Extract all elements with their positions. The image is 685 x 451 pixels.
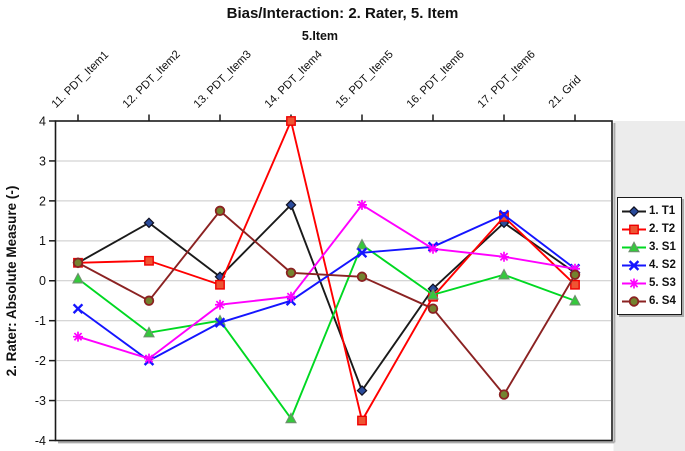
data-point: [629, 278, 639, 288]
legend-item: 3. S1: [621, 238, 676, 256]
chart-title: Bias/Interaction: 2. Rater, 5. Item: [226, 5, 459, 22]
data-point: [143, 295, 155, 306]
data-point: [498, 389, 510, 400]
y-tick-label: -2: [35, 354, 46, 368]
data-point: [628, 259, 640, 271]
data-point: [570, 279, 580, 290]
x-axis-title: 5.Item: [301, 29, 339, 43]
data-point: [570, 263, 580, 274]
y-tick-label: 4: [39, 114, 46, 128]
x-category-label: 13. PDT_Item3: [192, 48, 254, 110]
legend-box: 1. T1 2. T2 3. S1 4. S2 5. S3 6. S4: [617, 197, 682, 315]
plot-shadow: [58, 123, 616, 444]
legend-label: 6. S4: [649, 295, 676, 307]
x-category-label: 21. Grid: [547, 74, 584, 111]
data-point: [498, 209, 510, 221]
data-point: [628, 295, 640, 307]
data-point: [628, 240, 640, 252]
data-point: [357, 199, 367, 210]
data-point: [427, 303, 439, 314]
series-line: [77, 243, 576, 421]
data-point: [629, 224, 639, 234]
series-3-s1: [72, 238, 581, 424]
legend-marker-icon: [622, 205, 646, 217]
legend-label: 1. T1: [649, 205, 676, 217]
data-point: [356, 247, 368, 259]
data-point: [286, 291, 296, 302]
data-point: [72, 272, 84, 284]
series-line: [77, 209, 576, 397]
legend-label: 2. T2: [649, 223, 676, 235]
data-point: [144, 255, 154, 266]
data-point: [214, 205, 226, 217]
legend-item: 1. T1: [621, 202, 676, 220]
series-6-s4: [72, 205, 581, 400]
data-point: [499, 251, 509, 262]
data-point: [143, 326, 155, 338]
y-tick-label: 0: [39, 274, 46, 288]
data-point: [214, 317, 226, 328]
y-tick-label: 3: [39, 154, 46, 168]
legend-marker-icon: [622, 259, 646, 271]
data-point: [427, 288, 439, 300]
legend-label: 5. S3: [649, 277, 676, 289]
data-point: [628, 205, 640, 217]
data-point: [143, 217, 155, 229]
data-point: [215, 279, 225, 290]
legend-label: 3. S1: [649, 241, 676, 253]
data-point: [72, 303, 84, 314]
data-point: [357, 415, 367, 426]
legend-item: 5. S3: [621, 274, 676, 292]
data-point: [72, 257, 84, 268]
data-point: [428, 243, 438, 254]
data-point: [73, 331, 83, 342]
data-point: [285, 412, 297, 424]
series-5-s3: [73, 199, 580, 364]
legend-item: 4. S2: [621, 256, 676, 274]
data-point: [285, 199, 297, 211]
legend-marker-icon: [622, 278, 646, 288]
y-tick-label: -3: [35, 394, 46, 408]
legend-item: 6. S4: [621, 292, 676, 310]
data-point: [569, 294, 581, 306]
data-point: [356, 238, 368, 250]
data-point: [498, 268, 510, 280]
x-category-label: 16. PDT_Item6: [405, 48, 467, 110]
data-point: [569, 269, 581, 280]
y-tick-label: -1: [35, 314, 46, 328]
legend-marker-icon: [622, 224, 646, 234]
series-line: [77, 203, 576, 393]
data-point: [215, 299, 225, 310]
x-category-label: 11. PDT_Item1: [50, 49, 112, 111]
y-tick-label: 2: [39, 194, 46, 208]
series-line: [77, 118, 576, 424]
legend-item: 2. T2: [621, 220, 676, 238]
data-point: [144, 353, 154, 364]
x-category-label: 15. PDT_Item5: [334, 48, 396, 110]
series-line: [77, 213, 576, 362]
legend-marker-icon: [622, 240, 646, 252]
y-tick-label: -4: [35, 434, 46, 448]
legend-marker-icon: [622, 295, 646, 307]
y-tick-label: 1: [39, 234, 46, 248]
legend-label: 4. S2: [649, 259, 676, 271]
series-line: [77, 203, 576, 360]
x-category-label: 12. PDT_Item2: [121, 48, 183, 110]
data-point: [285, 267, 297, 278]
x-category-label: 14. PDT_Item4: [263, 48, 325, 110]
data-point: [286, 116, 296, 126]
data-point: [356, 271, 368, 282]
x-category-label: 17. PDT_Item6: [476, 48, 538, 110]
data-point: [356, 385, 368, 397]
